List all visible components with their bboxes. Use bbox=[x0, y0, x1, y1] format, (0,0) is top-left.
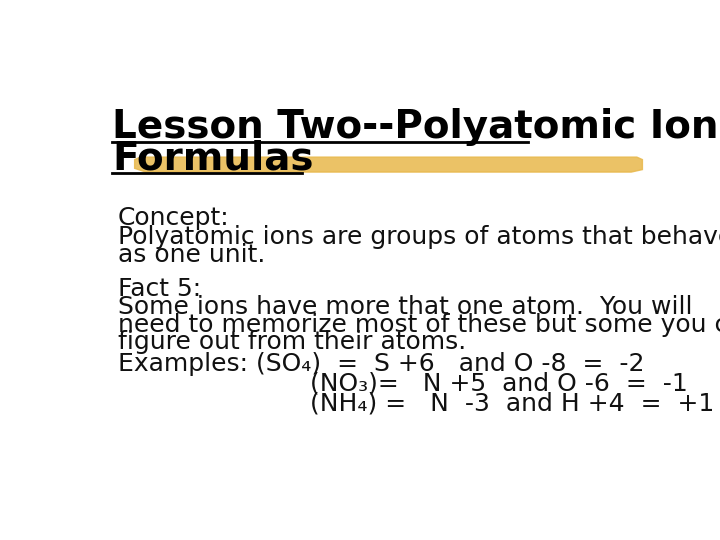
Text: Examples: (SO₄)  =  S +6   and O -8  =  -2: Examples: (SO₄) = S +6 and O -8 = -2 bbox=[118, 352, 644, 376]
Text: Fact 5:: Fact 5: bbox=[118, 277, 201, 301]
Text: as one unit.: as one unit. bbox=[118, 243, 265, 267]
Text: Lesson Two--Polyatomic Ion: Lesson Two--Polyatomic Ion bbox=[112, 109, 719, 146]
Text: figure out from their atoms.: figure out from their atoms. bbox=[118, 330, 466, 354]
Polygon shape bbox=[135, 157, 642, 172]
Text: (NH₄) =   N  -3  and H +4  =  +1: (NH₄) = N -3 and H +4 = +1 bbox=[118, 392, 714, 416]
Text: Concept:: Concept: bbox=[118, 206, 230, 230]
Text: need to memorize most of these but some you can: need to memorize most of these but some … bbox=[118, 313, 720, 336]
Text: Polyatomic ions are groups of atoms that behave: Polyatomic ions are groups of atoms that… bbox=[118, 225, 720, 249]
Text: Some ions have more that one atom.  You will: Some ions have more that one atom. You w… bbox=[118, 295, 693, 319]
Text: Formulas: Formulas bbox=[112, 140, 314, 178]
Text: (NO₃)=   N +5  and O -6  =  -1: (NO₃)= N +5 and O -6 = -1 bbox=[118, 372, 688, 396]
